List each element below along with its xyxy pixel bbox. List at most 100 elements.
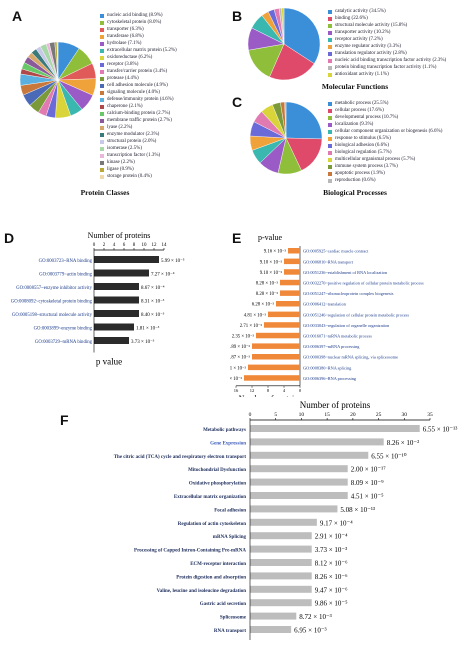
legend-label: translation regulator activity (2.8%) <box>335 51 407 56</box>
legend-label: multicellular organismal process (5.7%) <box>335 157 416 162</box>
legend-c: metabolic process (25.5%) cellular proces… <box>328 100 442 184</box>
category-label: GO:0008557~enzyme inhibitor activity <box>16 286 92 291</box>
bar <box>250 532 312 540</box>
panel-letter-d: D <box>4 230 15 246</box>
legend-item: calcium-binding protein (2.7%) <box>100 110 177 117</box>
tick-label: 2 <box>103 243 106 248</box>
category-label: GO:0016071~mRNA metabolic process <box>303 334 372 339</box>
legend-label: transferase (6.8%) <box>107 34 144 39</box>
legend-item: nucleic acid binding transcription facto… <box>328 57 446 64</box>
legend-swatch <box>328 157 332 162</box>
bar <box>250 545 312 553</box>
legend-label: biological adhesion (6.6%) <box>335 143 390 148</box>
pvalue-label: 9.47 × 10⁻⁶ <box>315 586 348 594</box>
category-label: Extracellular matrix organization <box>174 495 246 500</box>
bar <box>250 599 312 607</box>
pvalue-label: 1.01 × 10⁻³ <box>230 365 247 371</box>
legend-label: structural molecule activity (15.8%) <box>335 23 408 28</box>
axis-title: p-value <box>258 233 282 242</box>
legend-swatch <box>328 16 332 21</box>
bar <box>244 375 300 381</box>
legend-item: signaling molecule (4.0%) <box>100 89 177 96</box>
legend-item: storage protein (0.4%) <box>100 173 177 180</box>
bar <box>94 256 159 263</box>
legend-item: localization (9.3%) <box>328 121 442 128</box>
pvalue-label: 8.26 × 10⁻² <box>387 439 420 447</box>
caption-c: Biological Processes <box>323 188 387 197</box>
legend-swatch <box>100 34 104 39</box>
panel-letter-a: A <box>12 8 23 24</box>
axis-label: p value <box>96 357 122 367</box>
legend-item: antioxidant activity (1.1%) <box>328 71 446 78</box>
pvalue-label: 6.95 × 10⁻³ <box>294 627 327 635</box>
legend-label: transporter activity (10.2%) <box>335 30 391 35</box>
legend-label: biological regulation (5.7%) <box>335 150 392 155</box>
category-label: The citric acid (TCA) cycle and respirat… <box>114 455 247 460</box>
legend-label: enzyme regulator activity (3.3%) <box>335 44 402 49</box>
legend-item: transfer/carrier protein (3.4%) <box>100 68 177 75</box>
bar <box>250 518 317 526</box>
legend-item: response to stimulus (6.5%) <box>328 135 442 142</box>
category-label: GO:0051246~regulation of cellular protei… <box>303 312 409 317</box>
category-label: GO:0003779~actin binding <box>39 273 92 278</box>
bar <box>284 269 300 275</box>
category-label: GO:0006810~RNA transport <box>303 259 354 264</box>
tick-label: 8 <box>133 243 136 248</box>
pvalue-label: 9.17 × 10⁻⁴ <box>320 519 353 527</box>
legend-label: protein binding transcription factor act… <box>335 65 437 70</box>
legend-item: binding (22.6%) <box>328 15 446 22</box>
tick-label: 0 <box>299 388 302 393</box>
bar <box>94 283 139 290</box>
legend-label: metabolic process (25.5%) <box>335 101 389 106</box>
category-label: GO:0005198~structural molecule activity <box>12 313 93 318</box>
legend-swatch <box>100 125 104 130</box>
pvalue-label: 8.72 × 10⁻³ <box>299 613 332 621</box>
pvalue-label: 9.10 × 10⁻³ <box>260 259 283 265</box>
legend-label: immune system process (3.7%) <box>335 164 398 169</box>
legend-swatch <box>100 20 104 25</box>
pvalue-label: 8.67 × 10⁻⁴ <box>141 285 165 291</box>
legend-item: multicellular organismal process (5.7%) <box>328 156 442 163</box>
legend-label: catalytic activity (34.5%) <box>335 9 386 14</box>
caption-b: Molecular Functions <box>321 82 389 91</box>
bar <box>250 612 297 620</box>
pvalue-label: 2.71 × 10⁻³ <box>240 323 263 329</box>
pie-b <box>247 7 321 81</box>
legend-swatch <box>328 72 332 77</box>
category-label: GO:0008092~cytoskeletal protein binding <box>11 300 93 305</box>
category-label: Gastric acid secretion <box>200 602 247 607</box>
category-label: GO:0006396~RNA processing <box>303 376 357 381</box>
pvalue-label: 2.00 × 10⁻¹⁷ <box>351 466 386 474</box>
bar <box>264 322 300 328</box>
pie-slice <box>284 101 287 139</box>
category-label: Regulation of actin cytoskeleton <box>178 522 246 527</box>
legend-item: defense/immunity protein (4.6%) <box>100 96 177 103</box>
legend-item: cellular process (17.6%) <box>328 107 442 114</box>
panel-letter-e: E <box>232 230 242 246</box>
pvalue-label: 9.10 × 10⁻³ <box>260 270 283 276</box>
bar <box>252 343 300 349</box>
legend-swatch <box>100 174 104 179</box>
legend-item: lyase (2.2%) <box>100 124 177 131</box>
legend-label: transcription factor (1.3%) <box>107 153 161 158</box>
legend-item: cellular component organization or bioge… <box>328 128 442 135</box>
bar <box>250 438 384 446</box>
legend-item: apoptotic process (1.9%) <box>328 170 442 177</box>
legend-swatch <box>100 139 104 144</box>
category-label: GO:0005925~cardiac muscle contract <box>303 249 369 254</box>
category-label: GO:0003729~mRNA binding <box>35 340 93 345</box>
legend-label: cytoskeletal protein (8.0%) <box>107 20 162 25</box>
category-label: Oxidative phosphorylation <box>189 482 246 487</box>
legend-item: isomerase (2.5%) <box>100 145 177 152</box>
pvalue-label: 8.40 × 10⁻³ <box>141 312 165 318</box>
legend-swatch <box>328 23 332 28</box>
bar <box>250 559 312 566</box>
legend-item: immune system process (3.7%) <box>328 163 442 170</box>
tick-label: 15 <box>324 412 330 418</box>
tick-label: 10 <box>299 412 305 418</box>
pvalue-label: 6.55 × 10⁻¹⁰ <box>371 452 406 460</box>
pvalue-label: 8.31 × 10⁻³ <box>141 299 165 305</box>
legend-swatch <box>100 160 104 165</box>
pvalue-label: 8.26 × 10⁻⁶ <box>315 573 348 581</box>
legend-swatch <box>100 55 104 60</box>
